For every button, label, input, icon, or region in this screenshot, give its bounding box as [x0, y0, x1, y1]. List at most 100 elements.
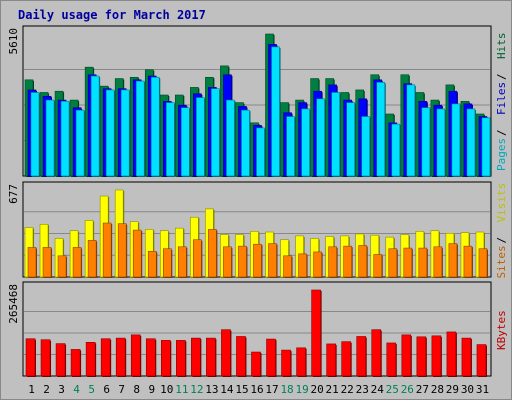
- x-tick-label-day-15: 15: [235, 383, 248, 396]
- bar-sites-day-24: [373, 254, 383, 278]
- bar-kbytes-day-8: [130, 334, 141, 377]
- bar-pages-day-3: [60, 101, 70, 177]
- x-tick-label-day-16: 16: [250, 383, 263, 396]
- bar-sites-day-28: [433, 246, 443, 278]
- x-tick-label-day-18: 18: [280, 383, 293, 396]
- bar-kbytes-day-17: [266, 338, 276, 377]
- bar-kbytes-day-5: [85, 342, 96, 377]
- bar-sites-day-29: [448, 243, 458, 278]
- x-tick-label-day-12: 12: [190, 383, 203, 396]
- bar-kbytes-day-23: [356, 336, 367, 377]
- bar-kbytes-day-29: [446, 331, 457, 377]
- bar-pages-day-1: [30, 92, 40, 177]
- bar-kbytes-day-24: [371, 329, 382, 377]
- bar-pages-day-15: [241, 109, 250, 177]
- bar-pages-day-21: [331, 92, 340, 177]
- bar-pages-day-2: [45, 99, 55, 177]
- bar-kbytes-day-1: [25, 338, 36, 377]
- x-tick-label-day-28: 28: [431, 383, 444, 396]
- bar-kbytes-day-11: [176, 340, 186, 377]
- bar-pages-day-24: [376, 82, 386, 177]
- bar-sites-day-27: [418, 247, 428, 278]
- bar-kbytes-day-12: [191, 337, 201, 377]
- x-tick-label-day-4: 4: [73, 383, 80, 396]
- bar-sites-day-9: [147, 250, 157, 278]
- x-tick-label-day-5: 5: [88, 383, 95, 396]
- legend-sites: Sites: [495, 245, 508, 278]
- bar-kbytes-day-19: [296, 347, 306, 377]
- bar-sites-day-6: [102, 222, 112, 278]
- bar-pages-day-25: [391, 123, 401, 177]
- bar-sites-day-22: [343, 245, 352, 278]
- bar-sites-day-30: [463, 245, 473, 278]
- bar-pages-day-28: [436, 108, 446, 177]
- bar-sites-day-4: [72, 247, 82, 278]
- bar-pages-day-19: [301, 108, 310, 177]
- x-tick-label-day-1: 1: [28, 383, 35, 396]
- bar-pages-day-5: [90, 75, 100, 177]
- bar-kbytes-day-15: [236, 336, 246, 377]
- panel-2-ymax-label: 677: [7, 184, 20, 204]
- x-tick-label-day-9: 9: [148, 383, 155, 396]
- x-tick-label-day-29: 29: [446, 383, 459, 396]
- x-tick-label-day-26: 26: [401, 383, 414, 396]
- bar-sites-day-8: [132, 229, 142, 278]
- bar-sites-day-10: [162, 248, 172, 278]
- bar-sites-day-15: [238, 245, 247, 278]
- bar-sites-day-7: [117, 223, 127, 278]
- x-tick-label-day-19: 19: [295, 383, 308, 396]
- bar-pages-day-14: [226, 99, 235, 177]
- x-tick-label-day-6: 6: [103, 383, 110, 396]
- bar-sites-day-31: [478, 248, 488, 278]
- x-tick-label-day-27: 27: [416, 383, 429, 396]
- bar-kbytes-day-2: [40, 339, 51, 377]
- legend-files: Files: [495, 82, 508, 115]
- bar-pages-day-23: [361, 116, 371, 177]
- bar-sites-day-21: [328, 246, 337, 278]
- bar-pages-day-12: [196, 97, 205, 177]
- bar-sites-day-23: [358, 245, 368, 278]
- bar-pages-day-27: [421, 107, 431, 177]
- legend-visits: Visits: [495, 183, 508, 223]
- bar-sites-day-5: [87, 240, 97, 278]
- bar-sites-day-11: [178, 246, 187, 278]
- bar-kbytes-day-16: [251, 351, 261, 377]
- bar-pages-day-13: [211, 88, 220, 177]
- bar-kbytes-day-26: [401, 334, 412, 377]
- x-tick-label-day-17: 17: [265, 383, 278, 396]
- bar-kbytes-day-3: [55, 343, 66, 377]
- x-tick-label-day-24: 24: [371, 383, 385, 396]
- bar-sites-day-1: [27, 247, 37, 278]
- bar-pages-day-26: [406, 84, 416, 177]
- bar-pages-day-30: [466, 108, 476, 177]
- bar-kbytes-day-25: [386, 342, 397, 377]
- bar-pages-day-8: [135, 80, 145, 177]
- bar-sites-day-3: [57, 255, 67, 278]
- bar-pages-day-18: [286, 116, 295, 177]
- chart-title: Daily usage for March 2017: [18, 8, 206, 22]
- bar-pages-day-4: [75, 109, 85, 177]
- x-tick-label-day-14: 14: [220, 383, 234, 396]
- bar-kbytes-day-18: [281, 349, 291, 377]
- bar-kbytes-day-10: [160, 340, 171, 377]
- bar-kbytes-day-28: [431, 335, 442, 377]
- x-tick-label-day-7: 7: [118, 383, 125, 396]
- bar-pages-day-11: [181, 107, 190, 177]
- bar-sites-day-17: [268, 243, 277, 278]
- x-tick-label-day-20: 20: [311, 383, 324, 396]
- bar-sites-day-14: [223, 246, 232, 278]
- legend-hits: Hits: [495, 33, 508, 60]
- bar-pages-day-7: [120, 89, 130, 177]
- x-tick-label-day-23: 23: [356, 383, 369, 396]
- bar-sites-day-12: [193, 239, 202, 278]
- legend-separator: /: [495, 73, 508, 80]
- bar-kbytes-day-7: [115, 337, 126, 377]
- bar-kbytes-day-20: [311, 289, 321, 377]
- bar-kbytes-day-4: [70, 349, 81, 377]
- bar-kbytes-day-27: [416, 336, 427, 377]
- bar-kbytes-day-22: [341, 341, 351, 377]
- bar-sites-day-20: [313, 251, 322, 278]
- legend-separator: /: [495, 237, 508, 244]
- bar-pages-day-9: [150, 76, 160, 177]
- bar-pages-day-31: [481, 117, 491, 177]
